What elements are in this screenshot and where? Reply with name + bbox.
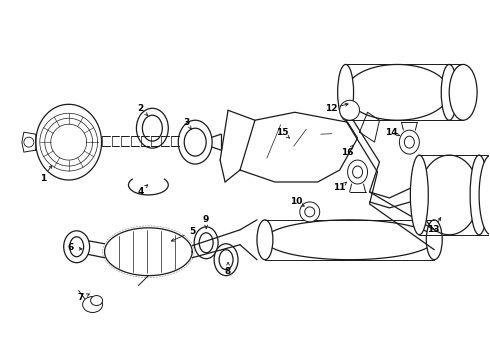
Polygon shape (265, 220, 434, 260)
Text: 10: 10 (290, 197, 302, 206)
Text: 16: 16 (342, 148, 354, 157)
Polygon shape (360, 112, 379, 142)
Polygon shape (36, 104, 101, 180)
Ellipse shape (479, 155, 490, 235)
Ellipse shape (340, 100, 360, 120)
Ellipse shape (184, 128, 206, 156)
Ellipse shape (441, 64, 457, 120)
Ellipse shape (219, 250, 233, 270)
Text: 2: 2 (137, 104, 144, 113)
Polygon shape (345, 64, 449, 120)
Ellipse shape (353, 166, 363, 178)
Ellipse shape (64, 231, 90, 263)
Polygon shape (240, 112, 358, 182)
Text: 13: 13 (427, 225, 440, 234)
Polygon shape (22, 132, 36, 152)
Ellipse shape (70, 237, 84, 257)
Text: 1: 1 (40, 174, 46, 183)
Ellipse shape (426, 220, 442, 260)
Text: 4: 4 (137, 188, 144, 197)
Text: 7: 7 (77, 293, 84, 302)
Ellipse shape (257, 220, 273, 260)
Ellipse shape (24, 137, 34, 147)
Polygon shape (104, 228, 192, 276)
Text: 14: 14 (385, 128, 398, 137)
Polygon shape (419, 155, 479, 235)
Ellipse shape (214, 244, 238, 276)
Ellipse shape (410, 155, 428, 235)
Ellipse shape (470, 155, 488, 235)
Text: 5: 5 (189, 227, 196, 236)
Text: 3: 3 (183, 118, 189, 127)
Ellipse shape (449, 64, 477, 120)
Ellipse shape (300, 202, 319, 222)
Text: 8: 8 (225, 267, 231, 276)
Text: 6: 6 (68, 243, 74, 252)
Ellipse shape (91, 296, 102, 306)
Ellipse shape (404, 136, 415, 148)
Ellipse shape (194, 227, 218, 259)
Text: 11: 11 (333, 184, 346, 193)
Ellipse shape (305, 207, 315, 217)
Text: 12: 12 (325, 104, 338, 113)
Text: 9: 9 (203, 215, 209, 224)
Ellipse shape (143, 115, 162, 141)
Text: 15: 15 (275, 128, 288, 137)
Ellipse shape (178, 120, 212, 164)
Ellipse shape (347, 160, 368, 184)
Ellipse shape (83, 297, 102, 312)
Ellipse shape (338, 64, 354, 120)
Ellipse shape (199, 233, 213, 253)
Ellipse shape (136, 108, 168, 148)
Ellipse shape (399, 130, 419, 154)
